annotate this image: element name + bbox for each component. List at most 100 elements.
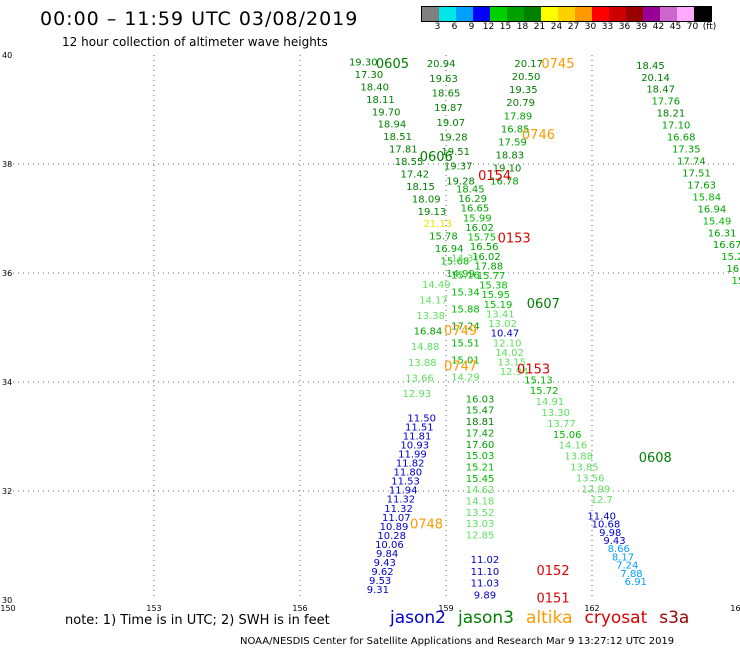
wave-height-value: 21.13	[423, 219, 452, 230]
wave-height-value: 11.10	[471, 567, 500, 578]
colorbar-swatch	[541, 7, 558, 21]
colorbar-label: 21	[533, 22, 546, 32]
wave-height-value: 8.66	[608, 544, 630, 555]
wave-height-value: 18.09	[412, 194, 441, 205]
pass-time-label: 0151	[537, 591, 570, 606]
colorbar-label: 42	[652, 22, 665, 32]
wave-height-value: 13.41	[486, 309, 515, 320]
wave-height-value: 20.17	[514, 59, 543, 70]
wave-height-value: 17.10	[662, 121, 691, 132]
wave-height-value: 11.51	[405, 422, 434, 433]
wave-height-value: 13.66	[405, 373, 434, 384]
y-tick-label: 34	[2, 378, 12, 387]
y-tick-label: 40	[2, 51, 12, 60]
wave-height-value: 18.40	[360, 82, 389, 93]
wave-height-value: 14.17	[419, 295, 448, 306]
pass-time-label: 0608	[639, 451, 672, 466]
wave-height-value: 10.47	[491, 329, 520, 340]
wave-height-value: 17.74	[677, 157, 706, 168]
colorbar-swatch	[592, 7, 609, 21]
wave-height-value: 11.82	[396, 459, 425, 470]
wave-height-value: 17.63	[687, 180, 716, 191]
wave-height-value: 17.81	[389, 145, 418, 156]
wave-height-value: 15.03	[466, 451, 495, 462]
wave-height-value: 13.15	[498, 357, 527, 368]
wave-height-value: 9.84	[376, 549, 398, 560]
wave-height-value: 10.89	[380, 522, 409, 533]
wave-height-value: 18.94	[378, 120, 407, 131]
x-tick-label: 156	[292, 604, 307, 613]
pass-time-label: 0605	[376, 57, 409, 72]
x-tick-label: 165	[730, 604, 740, 613]
wave-height-value: 18.45	[636, 61, 665, 72]
wave-height-value: 13.03	[466, 519, 495, 530]
wave-height-value: 14.88	[411, 342, 440, 353]
wave-height-value: 19.10	[493, 163, 522, 174]
wave-height-value: 10.28	[377, 531, 406, 542]
colorbar-label: 27	[567, 22, 580, 32]
y-tick-label: 32	[2, 487, 12, 496]
wave-height-value: 13.88	[408, 358, 437, 369]
wave-height-value: 16.29	[458, 194, 487, 205]
wave-height-value: 15.51	[451, 339, 480, 350]
wave-height-value: 19.28	[439, 132, 468, 143]
wave-height-value: 13.88	[564, 452, 593, 463]
satellite-legend: jason2 jason3 altika cryosat s3a	[390, 608, 701, 628]
colorbar-label: 70	[686, 22, 699, 32]
wave-height-value: 9.43	[374, 558, 396, 569]
wave-height-value: 9.62	[371, 567, 393, 578]
wave-height-value: 12.7	[591, 495, 613, 506]
x-tick-label: 162	[584, 604, 599, 613]
pass-time-label: 0749	[444, 324, 477, 339]
colorbar-swatch	[575, 7, 592, 21]
wave-height-value: 14.49	[422, 280, 451, 291]
wave-height-value: 12.93	[402, 389, 431, 400]
colorbar-label: 9	[468, 22, 475, 32]
wave-height-value: 19.35	[509, 85, 538, 96]
wave-height-value: 13.38	[416, 311, 445, 322]
wave-height-value: 18.21	[657, 109, 686, 120]
wave-height-value: 16.65	[461, 204, 490, 215]
wave-height-value: 12.85	[466, 531, 495, 542]
satellite-legend-item: jason2	[390, 608, 446, 628]
wave-height-value: 13.85	[570, 462, 599, 473]
wave-height-value: 19.63	[429, 74, 458, 85]
wave-height-value: 15.45	[466, 474, 495, 485]
wave-height-value: 15.13	[524, 375, 553, 386]
wave-height-value: 19.28	[446, 176, 475, 187]
wave-height-value: 15.21	[466, 462, 495, 473]
wave-height-value: 17.76	[651, 97, 680, 108]
wave-height-value: 11.80	[394, 468, 423, 479]
wave-height-value: 18.15	[406, 182, 435, 193]
wave-height-value: 13.30	[541, 408, 570, 419]
wave-height-value: 11.94	[389, 486, 418, 497]
pass-time-label: 0153	[498, 232, 531, 247]
wave-height-value: 8.17	[612, 552, 634, 563]
wave-height-value: 15.19	[484, 300, 513, 311]
satellite-legend-item: s3a	[659, 608, 690, 628]
wave-height-value: 12.99	[582, 484, 611, 495]
wave-height-value: 15.2	[721, 252, 740, 263]
wave-height-value: 16.31	[708, 228, 737, 239]
colorbar-label: (ft)	[702, 22, 717, 32]
wave-height-value: 18.47	[646, 85, 675, 96]
wave-height-value: 15.47	[466, 406, 495, 417]
wave-height-value: 19.37	[444, 162, 473, 173]
wave-height-value: 16.78	[490, 176, 519, 187]
wave-height-value: 17.30	[355, 70, 384, 81]
wave-height-value: 9.98	[599, 528, 621, 539]
colorbar-labels: 3 6 9 12 15 18 21 24 27 30 33 36 39 42 45 70 (ft)	[421, 22, 727, 34]
wave-height-value: 16.67	[713, 240, 740, 251]
wave-height-value: 16.56	[470, 242, 499, 253]
wave-height-value: 13.56	[576, 473, 605, 484]
wave-height-value: 13.77	[547, 419, 576, 430]
colorbar-label: 6	[451, 22, 458, 32]
wave-height-value: 11.32	[384, 504, 413, 515]
wave-height-value: 17.42	[466, 428, 495, 439]
wave-height-value: 15.77	[477, 271, 506, 282]
credit-line: NOAA/NESDIS Center for Satellite Applica…	[240, 636, 675, 647]
wave-height-value: 16.6	[726, 264, 740, 275]
colorbar-swatch	[643, 7, 660, 21]
y-tick-label: 36	[2, 269, 12, 278]
